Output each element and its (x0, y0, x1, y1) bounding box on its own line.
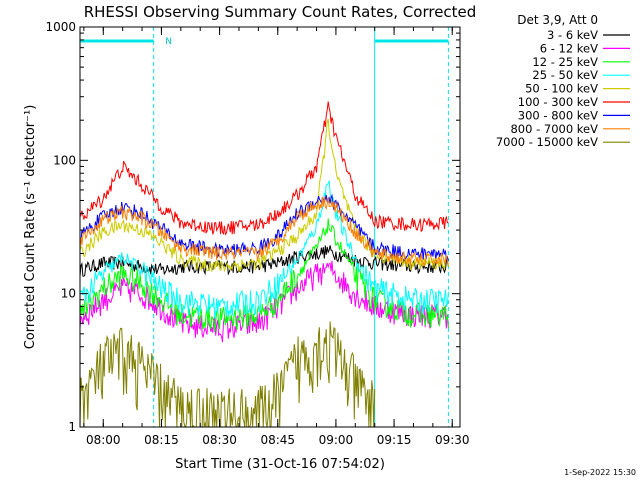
x-tick-label-2: 08:30 (202, 433, 237, 447)
series-line-6-0 (79, 193, 449, 261)
legend-label-4: 50 - 100 keV (525, 82, 598, 96)
x-tick-label-3: 08:45 (260, 433, 295, 447)
y-tick-label-0: 1 (68, 420, 76, 434)
series-line-1-0 (79, 260, 449, 343)
legend-title: Det 3,9, Att 0 (517, 13, 598, 27)
x-tick-label-4: 09:00 (319, 433, 354, 447)
chart-title: RHESSI Observing Summary Count Rates, Co… (84, 3, 477, 21)
x-tick-label-1: 08:15 (144, 433, 179, 447)
series-line-8-0 (79, 321, 376, 429)
legend-label-3: 25 - 50 keV (532, 68, 598, 82)
legend-label-2: 12 - 25 keV (532, 55, 598, 69)
plot-area: N (79, 27, 449, 429)
legend-label-0: 3 - 6 keV (547, 28, 598, 42)
legend-label-8: 7000 - 15000 keV (496, 135, 598, 149)
x-tick-label-0: 08:00 (86, 433, 121, 447)
series-line-5-0 (79, 101, 449, 236)
series-line-2-0 (79, 218, 449, 332)
legend-label-7: 800 - 7000 keV (510, 122, 598, 136)
y-tick-label-3: 1000 (45, 20, 76, 34)
axes: 1 10 100 1000 08:00 08:15 08:30 08:45 09:00 09:15… (45, 20, 469, 447)
y-axis-label: Corrected Count Rate (s⁻¹ detector⁻¹) (23, 105, 38, 350)
footer-timestamp: 1-Sep-2022 15:30 (564, 468, 636, 477)
y-tick-label-1: 10 (61, 287, 76, 301)
series-line-7-0 (79, 196, 449, 267)
plot-frame (79, 26, 461, 428)
series-line-3-0 (79, 180, 449, 319)
y-tick-label-2: 100 (53, 153, 76, 167)
series-line-0-0 (79, 245, 449, 277)
x-tick-label-5: 09:15 (377, 433, 412, 447)
x-tick-label-6: 09:30 (435, 433, 470, 447)
legend-label-6: 300 - 800 keV (518, 108, 598, 122)
annotation-label-0: N (165, 37, 172, 47)
x-axis-label: Start Time (31-Oct-16 07:54:02) (175, 457, 385, 472)
legend-label-1: 6 - 12 keV (540, 41, 598, 55)
legend-label-5: 100 - 300 keV (518, 95, 598, 109)
